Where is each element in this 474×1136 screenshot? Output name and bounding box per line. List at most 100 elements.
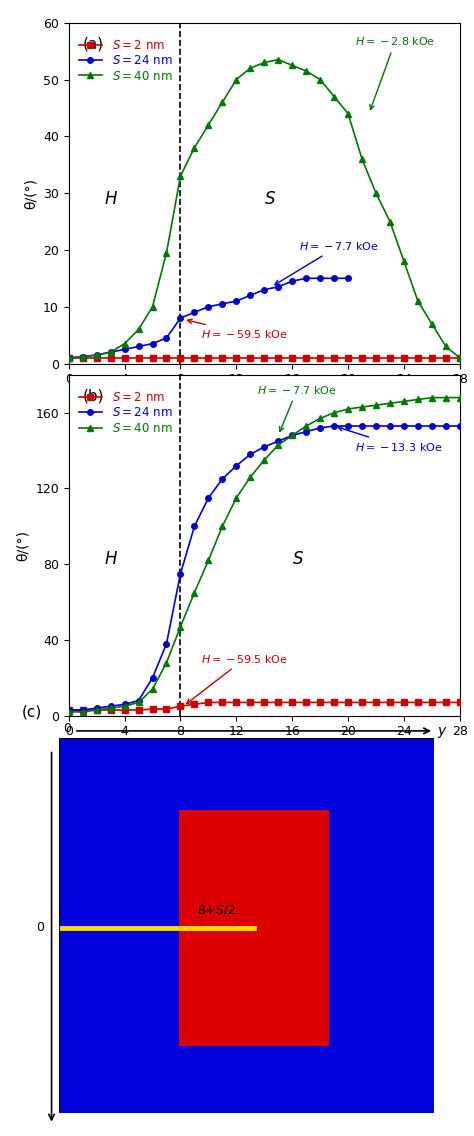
Text: $S$: $S$	[264, 191, 276, 209]
$S=24\ \mathrm{nm}$	[164, 332, 169, 345]
$S=40\ \mathrm{nm}$	[345, 107, 351, 120]
$S=40\ \mathrm{nm}$	[415, 393, 421, 407]
$S=40\ \mathrm{nm}$	[150, 300, 155, 314]
Text: (a): (a)	[82, 36, 103, 51]
$S=24\ \mathrm{nm}$	[443, 419, 449, 433]
$S=24\ \mathrm{nm}$	[234, 459, 239, 473]
$S=40\ \mathrm{nm}$	[457, 391, 463, 404]
$S=40\ \mathrm{nm}$	[331, 406, 337, 419]
$S=2\ \mathrm{nm}$	[178, 351, 183, 365]
$S=2\ \mathrm{nm}$	[219, 351, 225, 365]
Bar	[179, 810, 329, 1046]
$S=2\ \mathrm{nm}$	[80, 351, 85, 365]
$S=24\ \mathrm{nm}$	[66, 703, 72, 717]
$S=24\ \mathrm{nm}$	[262, 440, 267, 453]
$S=40\ \mathrm{nm}$	[94, 703, 100, 717]
$S=2\ \mathrm{nm}$	[247, 695, 253, 709]
Text: (b): (b)	[82, 389, 104, 403]
$S=2\ \mathrm{nm}$	[108, 703, 113, 717]
$S=40\ \mathrm{nm}$	[247, 61, 253, 75]
Line: $S=2\ \mathrm{nm}$: $S=2\ \mathrm{nm}$	[66, 700, 463, 712]
$S=40\ \mathrm{nm}$	[234, 491, 239, 504]
$S=40\ \mathrm{nm}$	[247, 470, 253, 484]
$S=2\ \mathrm{nm}$	[303, 351, 309, 365]
$S=2\ \mathrm{nm}$	[206, 695, 211, 709]
$S=2\ \mathrm{nm}$	[234, 695, 239, 709]
$S=24\ \mathrm{nm}$	[122, 698, 128, 711]
$S=24\ \mathrm{nm}$	[191, 519, 197, 533]
$S=40\ \mathrm{nm}$	[150, 683, 155, 696]
$S=2\ \mathrm{nm}$	[178, 700, 183, 713]
$S=2\ \mathrm{nm}$	[206, 351, 211, 365]
$S=40\ \mathrm{nm}$	[164, 655, 169, 669]
$S=24\ \mathrm{nm}$	[80, 350, 85, 364]
$S=2\ \mathrm{nm}$	[275, 695, 281, 709]
$S=40\ \mathrm{nm}$	[136, 695, 141, 709]
$S=2\ \mathrm{nm}$	[262, 351, 267, 365]
$S=2\ \mathrm{nm}$	[289, 695, 295, 709]
$S=24\ \mathrm{nm}$	[317, 421, 323, 435]
$S=40\ \mathrm{nm}$	[457, 351, 463, 365]
$S=2\ \mathrm{nm}$	[415, 351, 421, 365]
$S=24\ \mathrm{nm}$	[206, 491, 211, 504]
$S=40\ \mathrm{nm}$	[443, 391, 449, 404]
$S=2\ \mathrm{nm}$	[317, 695, 323, 709]
$S=24\ \mathrm{nm}$	[289, 274, 295, 287]
$S=40\ \mathrm{nm}$	[303, 64, 309, 77]
$S=24\ \mathrm{nm}$	[164, 637, 169, 651]
$S=2\ \mathrm{nm}$	[345, 695, 351, 709]
$S=40\ \mathrm{nm}$	[219, 519, 225, 533]
Text: $H=-7.7\ \mathrm{kOe}$: $H=-7.7\ \mathrm{kOe}$	[275, 240, 379, 285]
$S=24\ \mathrm{nm}$	[108, 700, 113, 713]
$S=40\ \mathrm{nm}$	[66, 351, 72, 365]
Text: $H$: $H$	[104, 191, 118, 209]
X-axis label: y/nm: y/nm	[246, 744, 282, 758]
$S=24\ \mathrm{nm}$	[331, 272, 337, 285]
$S=2\ \mathrm{nm}$	[429, 695, 435, 709]
$S=2\ \mathrm{nm}$	[331, 351, 337, 365]
Text: y: y	[438, 724, 446, 738]
Text: 0: 0	[36, 921, 44, 934]
$S=40\ \mathrm{nm}$	[373, 186, 379, 200]
$S=2\ \mathrm{nm}$	[443, 695, 449, 709]
$S=24\ \mathrm{nm}$	[136, 340, 141, 353]
$S=40\ \mathrm{nm}$	[178, 620, 183, 634]
$S=2\ \mathrm{nm}$	[80, 703, 85, 717]
$S=24\ \mathrm{nm}$	[234, 294, 239, 308]
$S=2\ \mathrm{nm}$	[373, 351, 379, 365]
$S=2\ \mathrm{nm}$	[94, 703, 100, 717]
$S=40\ \mathrm{nm}$	[359, 152, 365, 166]
$S=24\ \mathrm{nm}$	[457, 419, 463, 433]
$S=2\ \mathrm{nm}$	[262, 695, 267, 709]
Text: (c): (c)	[21, 704, 42, 720]
$S=24\ \mathrm{nm}$	[136, 694, 141, 708]
$S=2\ \mathrm{nm}$	[150, 702, 155, 716]
$S=2\ \mathrm{nm}$	[122, 703, 128, 717]
$S=40\ \mathrm{nm}$	[206, 118, 211, 132]
$S=2\ \mathrm{nm}$	[247, 351, 253, 365]
Text: $H=-2.8\ \mathrm{kOe}$: $H=-2.8\ \mathrm{kOe}$	[355, 35, 435, 109]
$S=24\ \mathrm{nm}$	[178, 567, 183, 580]
$S=24\ \mathrm{nm}$	[373, 419, 379, 433]
$S=2\ \mathrm{nm}$	[429, 351, 435, 365]
$S=2\ \mathrm{nm}$	[275, 351, 281, 365]
$S=40\ \mathrm{nm}$	[289, 59, 295, 73]
$S=40\ \mathrm{nm}$	[429, 391, 435, 404]
Text: $S$: $S$	[292, 550, 304, 568]
$S=40\ \mathrm{nm}$	[178, 169, 183, 183]
$S=40\ \mathrm{nm}$	[80, 350, 85, 364]
$S=2\ \mathrm{nm}$	[359, 351, 365, 365]
$S=24\ \mathrm{nm}$	[150, 671, 155, 685]
$S=2\ \mathrm{nm}$	[234, 351, 239, 365]
$S=40\ \mathrm{nm}$	[108, 701, 113, 715]
$S=2\ \mathrm{nm}$	[415, 695, 421, 709]
$S=24\ \mathrm{nm}$	[331, 419, 337, 433]
$S=40\ \mathrm{nm}$	[275, 53, 281, 67]
$S=24\ \mathrm{nm}$	[247, 289, 253, 302]
$S=40\ \mathrm{nm}$	[80, 705, 85, 719]
$S=40\ \mathrm{nm}$	[66, 705, 72, 719]
$S=24\ \mathrm{nm}$	[66, 351, 72, 365]
$S=40\ \mathrm{nm}$	[108, 345, 113, 359]
$S=2\ \mathrm{nm}$	[289, 351, 295, 365]
$S=2\ \mathrm{nm}$	[387, 695, 393, 709]
